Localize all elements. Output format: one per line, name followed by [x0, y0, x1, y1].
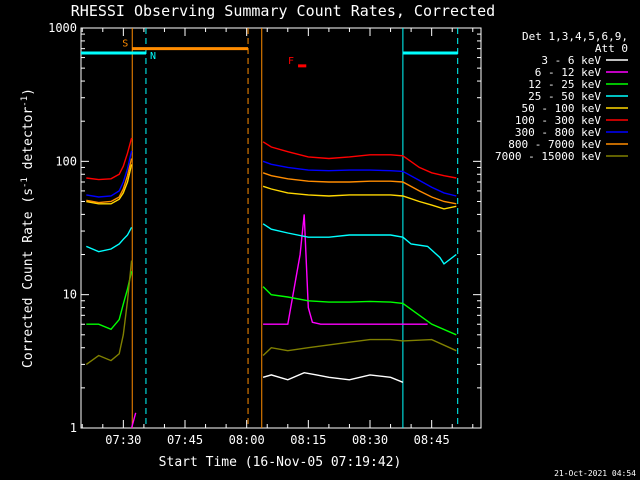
series-line — [262, 172, 457, 205]
legend-entry-label: 12 - 25 keV — [528, 78, 601, 91]
series-line — [86, 226, 133, 253]
flag-label: S — [122, 39, 128, 50]
series-line — [86, 150, 133, 198]
series-line — [86, 271, 133, 331]
legend-entry-label: 3 - 6 keV — [541, 54, 601, 67]
x-axis: 07:30 07:45 08:00 08:15 08:30 08:45 — [81, 28, 474, 447]
series-line — [262, 141, 457, 179]
x-tick-label: 08:00 — [229, 433, 265, 447]
legend-header: Att 0 — [595, 42, 628, 55]
x-axis-label: Start Time (16-Nov-05 07:19:42) — [159, 455, 402, 470]
series-line — [263, 214, 428, 325]
flag-bars: S N F — [81, 39, 458, 68]
series-line — [262, 371, 404, 383]
flag-label: F — [288, 56, 294, 67]
series-line — [262, 223, 457, 265]
legend-entry-label: 6 - 12 keV — [535, 66, 602, 79]
y-axis-label: Corrected Count Rate (s-1 detector-1) — [20, 88, 36, 368]
plot-frame — [80, 27, 482, 429]
x-tick-label: 08:45 — [414, 433, 450, 447]
x-tick-label: 08:15 — [290, 433, 326, 447]
series-line — [130, 412, 137, 429]
series-line — [86, 164, 133, 205]
y-label-mid: detector — [21, 107, 36, 178]
x-tick-label: 07:30 — [105, 433, 141, 447]
y-label-sup-1: -1 — [20, 177, 30, 188]
y-label-main: Corrected Count Rate (s — [21, 188, 36, 368]
legend-entry-label: 25 - 50 keV — [528, 90, 601, 103]
series-line — [86, 158, 133, 204]
y-tick-label: 1 — [70, 421, 77, 435]
series-lines — [85, 137, 457, 429]
legend-entry-label: 7000 - 15000 keV — [495, 150, 601, 163]
chart-title: RHESSI Observing Summary Count Rates, Co… — [71, 2, 495, 20]
y-tick-label: 100 — [55, 154, 77, 168]
y-label-end: ) — [21, 88, 36, 96]
legend-entry-label: 50 - 100 keV — [522, 102, 602, 115]
series-line — [262, 286, 457, 336]
y-axis: 1 10 100 1000 — [48, 21, 481, 435]
x-tick-label: 08:30 — [352, 433, 388, 447]
y-tick-label: 10 — [63, 288, 77, 302]
time-markers — [131, 28, 459, 428]
series-line — [262, 185, 457, 210]
x-tick-label: 07:45 — [167, 433, 203, 447]
flag-label: N — [150, 51, 156, 62]
series-line — [85, 260, 133, 365]
y-tick-label: 1000 — [48, 21, 77, 35]
series-line — [262, 160, 457, 197]
series-line — [262, 338, 457, 357]
legend-header: Det 1,3,4,5,6,9, — [522, 30, 628, 43]
legend-entry-label: 800 - 7000 keV — [508, 138, 601, 151]
legend-entry-label: 100 - 300 keV — [515, 114, 601, 127]
legend-entry-label: 300 - 800 keV — [515, 126, 601, 139]
series-line — [86, 137, 133, 181]
y-label-sup-2: -1 — [20, 96, 30, 107]
footer-timestamp: 21-Oct-2021 04:54 — [554, 469, 636, 478]
